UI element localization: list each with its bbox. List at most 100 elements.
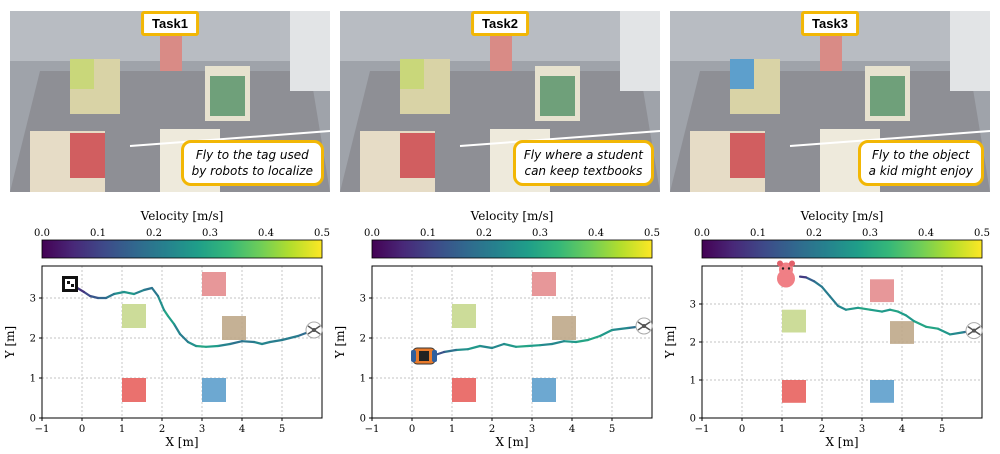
- trajectory-segment: [880, 308, 892, 313]
- y-tick-label: 1: [690, 376, 696, 387]
- trajectory-segment: [912, 319, 928, 328]
- y-tick-label: 3: [30, 294, 36, 305]
- trajectory-segment: [836, 304, 848, 311]
- colorbar: [701, 239, 983, 259]
- colorbar-tick-label: 0.0: [364, 228, 380, 239]
- x-tick-label: 5: [939, 424, 945, 435]
- task-instruction: Fly to the object a kid might enjoy: [857, 140, 984, 186]
- trajectory-segment: [194, 344, 208, 348]
- trajectory-segment: [948, 331, 964, 336]
- trajectory-segment: [216, 342, 232, 348]
- x-tick-label: −1: [35, 424, 50, 435]
- x-tick-label: 0: [739, 424, 745, 435]
- trajectory-segment: [228, 340, 244, 346]
- plot-frame: [41, 265, 323, 419]
- trajectory-segment: [252, 340, 264, 346]
- instruction-line: can keep textbooks: [524, 164, 643, 178]
- trajectory-segment: [514, 344, 530, 348]
- trajectory-segment: [888, 308, 900, 313]
- y-tick-label: 0: [360, 414, 366, 425]
- trajectory-segment: [820, 285, 832, 298]
- y-tick-label: 2: [360, 334, 366, 345]
- x-tick-label: 1: [779, 424, 785, 435]
- x-tick-label: 2: [489, 424, 495, 435]
- y-tick-label: 3: [690, 300, 696, 311]
- obstacle-box: [532, 272, 556, 296]
- y-tick-label: 0: [30, 414, 36, 425]
- obstacle-box: [552, 316, 576, 340]
- trajectory-segment: [88, 294, 100, 300]
- colorbar-tick-label: 0.3: [862, 228, 878, 239]
- x-tick-label: 4: [239, 424, 245, 435]
- colorbar-label: Velocity [m/s]: [140, 209, 224, 223]
- x-tick-label: 1: [449, 424, 455, 435]
- trajectory-segment: [526, 344, 542, 348]
- trajectory-segment: [150, 286, 160, 298]
- backpack-icon: [411, 347, 437, 365]
- trajectory-chart: Velocity [m/s]0.0 0.1 0.2 0.3 0.4 0.5−1 0 1 2 3 4 5…: [333, 209, 660, 449]
- lab-arena-photo: [670, 11, 990, 192]
- task3-panel: Task3 Fly to the object a kid might enjo…: [660, 0, 990, 454]
- instruction-line: by robots to localize: [191, 164, 313, 178]
- colorbar-tick-label: 0.5: [644, 228, 660, 239]
- colorbar-tick-label: 0.1: [90, 228, 106, 239]
- teddy-bear-head: [779, 262, 793, 277]
- task-instruction: Fly where a student can keep textbooks: [512, 140, 654, 186]
- colorbar-tick-label: 0.2: [146, 228, 162, 239]
- trajectory-segment: [562, 340, 578, 344]
- obstacle-box: [870, 279, 894, 303]
- apriltag-bit: [67, 281, 70, 284]
- trajectory-segment: [112, 290, 126, 296]
- x-tick-label: −1: [695, 424, 710, 435]
- obstacle-box: [202, 378, 226, 402]
- trajectory-segment: [812, 280, 824, 289]
- task3-photo: Task3 Fly to the object a kid might enjo…: [670, 11, 990, 192]
- y-axis-label: Y [m]: [663, 326, 677, 359]
- x-tick-label: 1: [119, 424, 125, 435]
- trajectory-segment: [186, 340, 198, 348]
- trajectory-segment: [478, 344, 494, 350]
- trajectory-segment: [804, 276, 816, 283]
- drone-hub: [972, 328, 976, 333]
- x-tick-label: 5: [609, 424, 615, 435]
- colorbar-tick-label: 0.5: [974, 228, 990, 239]
- obstacle-box: [890, 321, 914, 344]
- plot-frame: [371, 265, 653, 419]
- trajectory-segment: [502, 342, 518, 348]
- trajectory-segment: [936, 327, 952, 336]
- x-axis-label: X [m]: [165, 435, 198, 449]
- x-tick-label: 3: [859, 424, 865, 435]
- obstacle-box: [452, 304, 476, 328]
- colorbar-tick-label: 0.2: [476, 228, 492, 239]
- trajectory-segment: [240, 340, 256, 344]
- obstacle-box: [870, 380, 894, 403]
- trajectory-segment: [178, 332, 190, 344]
- colorbar-label: Velocity [m/s]: [470, 209, 554, 223]
- drone-hub: [642, 324, 646, 328]
- obstacle-box: [202, 272, 226, 296]
- task-badge: Task2: [471, 11, 529, 36]
- colorbar: [371, 239, 653, 259]
- trajectory-segment: [868, 308, 884, 313]
- trajectory-segment: [132, 288, 146, 296]
- trajectory-segment: [142, 286, 154, 292]
- trajectory-segment: [268, 338, 284, 344]
- backpack-pocket: [411, 350, 416, 362]
- y-tick-label: 1: [360, 374, 366, 385]
- trajectory-segment: [828, 295, 840, 308]
- trajectory-segment: [82, 290, 92, 298]
- lab-arena-photo: [10, 11, 330, 192]
- backpack-strap: [419, 351, 429, 361]
- trajectory-segment: [172, 322, 182, 336]
- trajectory-segment: [166, 314, 176, 326]
- colorbar-tick-label: 0.0: [694, 228, 710, 239]
- y-tick-label: 0: [690, 414, 696, 425]
- colorbar-label: Velocity [m/s]: [800, 209, 884, 223]
- trajectory-segment: [442, 348, 458, 354]
- trajectory-segment: [122, 290, 136, 296]
- instruction-line: a kid might enjoy: [868, 164, 973, 178]
- colorbar-tick-label: 0.3: [202, 228, 218, 239]
- x-tick-label: 0: [409, 424, 415, 435]
- teddy-bear-icon: [777, 260, 795, 288]
- trajectory-segment: [104, 292, 116, 300]
